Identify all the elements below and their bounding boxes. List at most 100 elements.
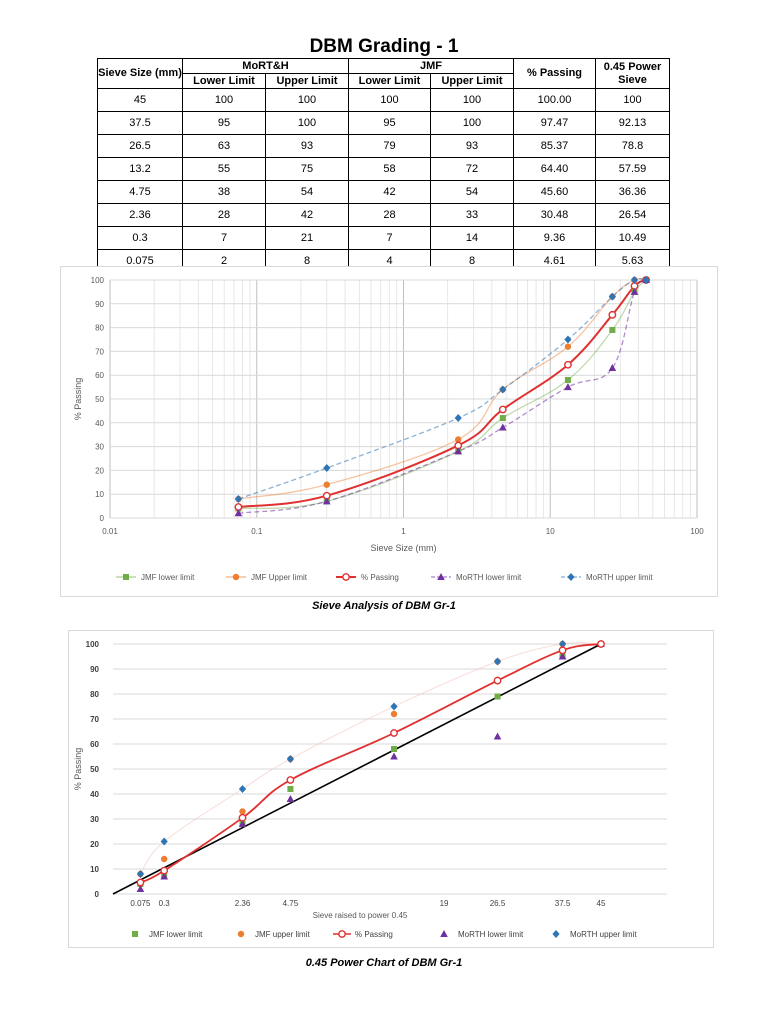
table-cell: 28	[182, 203, 266, 227]
data-point	[558, 646, 567, 655]
series-line	[238, 279, 647, 509]
table-cell: 45	[97, 88, 183, 112]
data-point	[454, 447, 463, 455]
header-power-line1: 0.45 Power	[603, 60, 662, 73]
y-tick-label: 30	[95, 443, 104, 452]
x-tick-label: 37.5	[555, 899, 571, 908]
legend-marker	[552, 930, 560, 938]
table-cell: 13.2	[97, 157, 183, 181]
table-cell: 100	[265, 88, 349, 112]
table-cell: 64.40	[513, 157, 596, 181]
legend-label: JMF lower limit	[149, 930, 203, 939]
table-cell: 55	[182, 157, 266, 181]
table-cell: 93	[430, 134, 514, 158]
header-morth-upper: Upper Limit	[265, 73, 349, 89]
data-point	[234, 494, 243, 503]
table-cell: 100	[595, 88, 670, 112]
page-title: DBM Grading - 1	[309, 36, 459, 57]
table-cell: 14	[430, 226, 514, 250]
legend-label: % Passing	[355, 930, 393, 939]
max-density-line	[112, 643, 602, 895]
data-point	[630, 276, 639, 284]
table-cell: 57.59	[595, 157, 670, 181]
y-tick-label: 0	[95, 890, 100, 899]
table-cell: 100	[182, 88, 266, 112]
table-cell: 79	[348, 134, 431, 158]
header-morth: MoRT&H	[182, 58, 349, 74]
series-line	[238, 279, 647, 514]
table-row: 26.5 63 93 79 93 85.37 78.8	[97, 134, 670, 158]
data-point	[286, 755, 295, 763]
y-tick-label: 90	[90, 665, 99, 674]
data-point	[564, 360, 572, 369]
grading-table: Sieve Size (mm) MoRT&H JMF % Passing 0.4…	[97, 58, 670, 273]
y-axis-label: % Passing	[73, 748, 83, 791]
data-point	[493, 676, 502, 685]
data-point	[630, 287, 639, 295]
y-tick-label: 60	[95, 371, 104, 380]
data-point	[136, 885, 145, 892]
table-cell: 100	[430, 111, 514, 135]
y-tick-label: 20	[90, 840, 99, 849]
y-tick-label: 40	[95, 419, 104, 428]
y-tick-label: 70	[90, 715, 99, 724]
chart2-caption: 0.45 Power Chart of DBM Gr-1	[305, 957, 463, 969]
data-point	[493, 732, 502, 740]
table-cell: 54	[265, 180, 349, 204]
table-cell: 7	[182, 226, 266, 250]
y-tick-label: 100	[91, 276, 105, 285]
legend-marker	[232, 573, 240, 581]
x-axis-label: Sieve Size (mm)	[370, 543, 436, 553]
data-point	[608, 364, 617, 372]
header-passing: % Passing	[513, 58, 596, 89]
data-point	[597, 640, 605, 648]
table-row: 4.75 38 54 42 54 45.60 36.36	[97, 180, 670, 204]
x-tick-label: 0.075	[130, 899, 151, 908]
table-cell: 97.47	[513, 111, 596, 135]
table-cell: 37.5	[97, 111, 183, 135]
table-cell: 63	[182, 134, 266, 158]
x-tick-label: 19	[440, 899, 449, 908]
table-cell: 42	[265, 203, 349, 227]
table-row: 2.36 28 42 28 33 30.48 26.54	[97, 203, 670, 227]
data-point	[391, 746, 398, 752]
legend-marker	[237, 930, 245, 938]
y-tick-label: 80	[95, 324, 104, 333]
data-point	[499, 415, 506, 422]
y-tick-label: 40	[90, 790, 99, 799]
data-point	[564, 383, 572, 391]
x-tick-label: 0.1	[251, 527, 263, 536]
data-point	[609, 326, 616, 333]
data-point	[558, 640, 567, 648]
header-jmf: JMF	[348, 58, 514, 74]
power-chart-svg: 0 10 20 30 40 50 60 70 80 90 100 0.075 0.3 2.36 4.75 19…	[73, 640, 667, 939]
data-point	[390, 702, 398, 711]
data-point	[390, 752, 398, 760]
table-cell: 28	[348, 203, 431, 227]
passing-line	[140, 643, 602, 884]
table-cell: 2.36	[97, 203, 183, 227]
header-power-line2: Sieve	[618, 73, 647, 86]
table-cell: 26.5	[97, 134, 183, 158]
data-point	[160, 837, 168, 846]
table-cell: 21	[265, 226, 349, 250]
y-axis-label: % Passing	[73, 378, 83, 421]
data-point	[454, 414, 462, 423]
legend-label: JMF Upper limit	[251, 573, 308, 582]
legend-label: MoRTH upper limit	[570, 930, 637, 939]
table-cell: 95	[182, 111, 266, 135]
table-cell: 10.49	[595, 226, 670, 250]
y-tick-label: 100	[86, 640, 100, 649]
legend-marker	[123, 574, 129, 580]
x-tick-label: 1	[401, 527, 406, 536]
y-tick-label: 30	[90, 815, 99, 824]
table-cell: 100	[265, 111, 349, 135]
header-power: 0.45 Power Sieve	[595, 58, 670, 89]
table-row: 37.5 95 100 95 100 97.47 92.13	[97, 111, 670, 135]
data-point	[499, 423, 507, 431]
data-point	[160, 855, 168, 863]
data-point	[238, 813, 247, 822]
data-point	[286, 795, 295, 802]
data-point	[564, 376, 571, 383]
table-cell: 33	[430, 203, 514, 227]
